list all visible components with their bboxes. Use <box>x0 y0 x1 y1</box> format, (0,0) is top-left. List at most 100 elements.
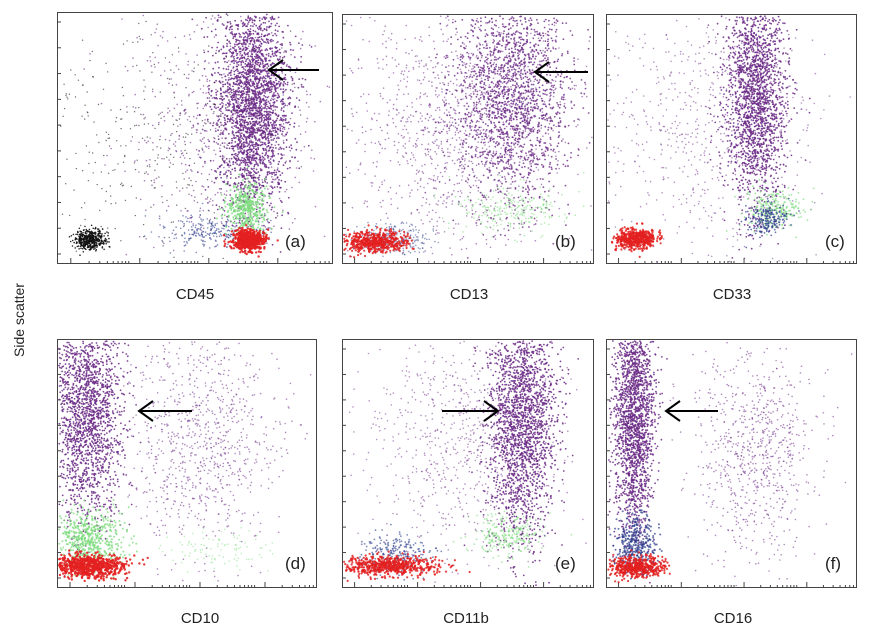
event-point <box>283 80 285 83</box>
event-point <box>240 76 242 79</box>
event-point <box>145 209 147 211</box>
event-point <box>234 158 237 161</box>
event-point <box>200 27 203 30</box>
event-point <box>261 208 264 211</box>
event-point <box>105 200 107 202</box>
event-point <box>185 241 188 243</box>
event-point <box>217 124 219 126</box>
event-point <box>158 215 161 217</box>
event-point <box>115 117 118 119</box>
event-point <box>274 89 277 92</box>
event-point <box>245 48 248 51</box>
event-point <box>255 157 258 160</box>
event-point <box>239 145 241 148</box>
event-point <box>229 219 232 222</box>
event-point <box>241 172 244 175</box>
event-point <box>270 163 273 165</box>
event-point <box>251 226 254 229</box>
event-point <box>231 130 234 133</box>
event-point <box>236 163 239 166</box>
event-point <box>240 200 243 203</box>
event-point <box>239 204 242 207</box>
event-point <box>221 112 224 115</box>
event-point <box>167 205 170 207</box>
event-point <box>237 70 239 72</box>
event-point <box>267 221 269 223</box>
event-point <box>247 142 249 144</box>
event-point <box>216 46 219 49</box>
event-point <box>191 184 194 187</box>
event-point <box>216 222 218 225</box>
event-point <box>217 61 219 63</box>
event-point <box>230 115 232 117</box>
event-point <box>256 189 258 192</box>
event-point <box>184 108 187 111</box>
event-point <box>232 210 235 213</box>
event-point <box>219 16 222 19</box>
event-point <box>260 49 263 52</box>
event-point <box>262 80 265 83</box>
event-point <box>225 225 228 228</box>
event-point <box>136 159 138 161</box>
event-point <box>255 213 258 216</box>
event-point <box>215 171 217 173</box>
event-point <box>241 222 244 225</box>
event-point <box>181 152 184 154</box>
event-point <box>248 220 250 223</box>
event-point <box>261 39 264 41</box>
event-point <box>250 133 253 136</box>
event-point <box>202 91 204 94</box>
event-point <box>193 67 195 69</box>
event-point <box>230 89 233 92</box>
event-point <box>238 76 241 79</box>
event-point <box>186 119 189 121</box>
event-point <box>249 68 251 71</box>
event-point <box>168 110 171 112</box>
event-point <box>202 255 204 258</box>
event-point <box>274 32 276 35</box>
event-point <box>218 109 221 111</box>
event-point <box>210 229 213 231</box>
event-point <box>252 63 254 66</box>
event-point <box>271 206 273 209</box>
event-point <box>184 171 187 173</box>
event-point <box>224 242 227 245</box>
event-point <box>266 211 269 214</box>
event-point <box>199 214 202 216</box>
event-point <box>173 96 176 99</box>
event-point <box>275 79 277 82</box>
event-point <box>244 53 247 56</box>
event-point <box>256 63 259 66</box>
event-point <box>196 171 199 174</box>
event-point <box>259 77 262 80</box>
event-point <box>262 21 265 24</box>
event-point <box>252 159 255 162</box>
event-point <box>202 165 204 168</box>
event-point <box>220 234 223 237</box>
event-point <box>230 208 233 211</box>
event-point <box>294 105 296 108</box>
event-point <box>281 100 284 103</box>
event-point <box>122 184 125 186</box>
event-point <box>159 91 161 93</box>
event-point <box>284 104 287 107</box>
event-point <box>274 134 277 137</box>
event-point <box>91 50 93 53</box>
event-point <box>212 67 215 70</box>
event-point <box>264 90 267 93</box>
event-point <box>288 228 291 230</box>
event-point <box>241 57 244 60</box>
event-point <box>239 79 242 82</box>
event-point <box>264 179 266 181</box>
event-point <box>252 75 254 78</box>
event-point <box>213 106 216 108</box>
event-point <box>236 213 239 216</box>
event-point <box>168 166 171 168</box>
event-point <box>295 167 298 169</box>
event-point <box>179 112 181 114</box>
event-point <box>259 24 262 27</box>
event-point <box>250 159 253 162</box>
event-point <box>132 41 134 43</box>
event-point <box>283 102 286 105</box>
event-point <box>183 224 185 226</box>
